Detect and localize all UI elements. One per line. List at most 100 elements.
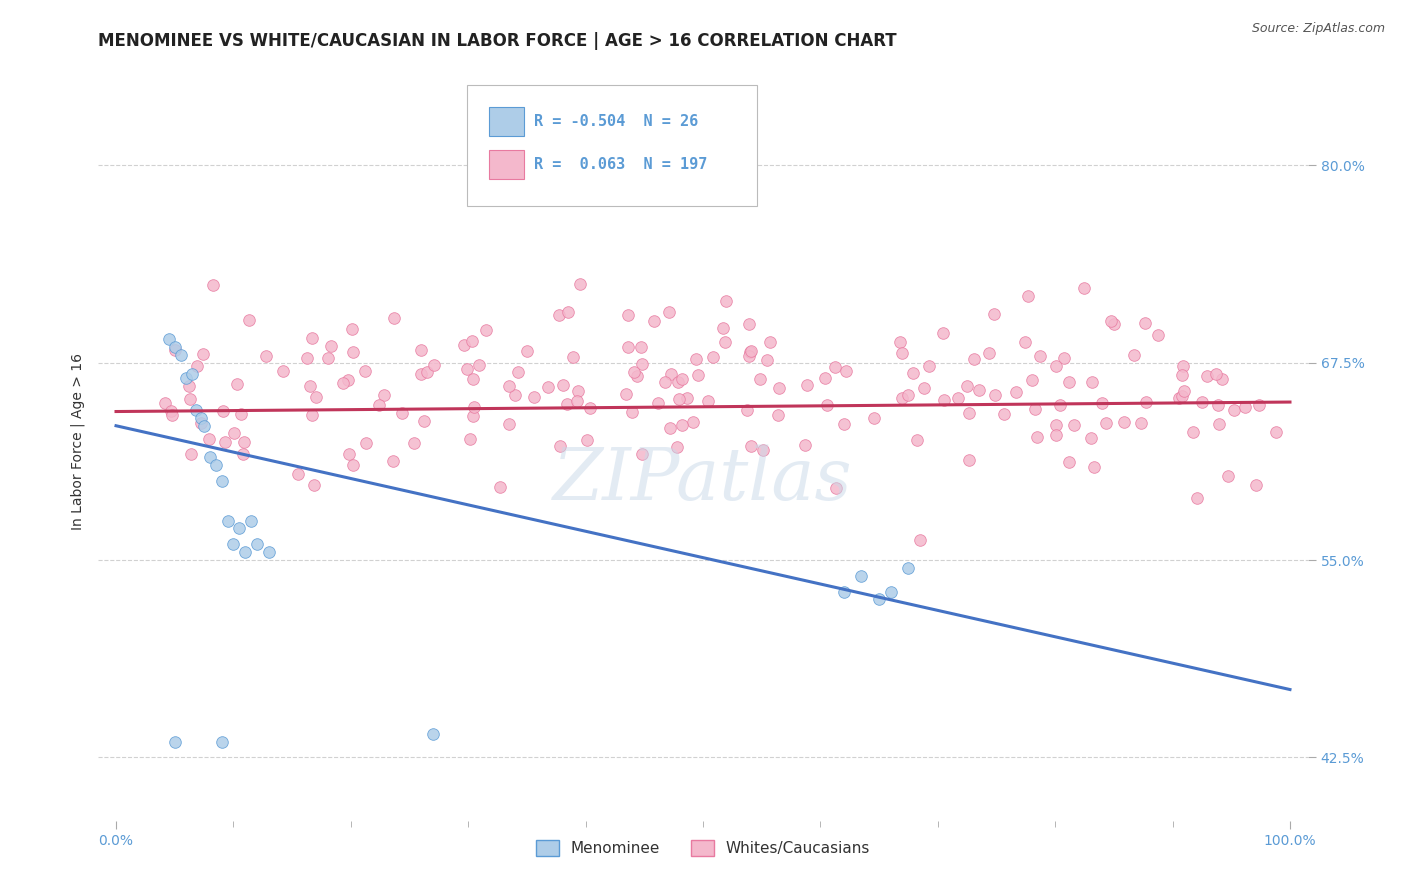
Point: [508, 365, 530, 379]
Point: [647, 396, 669, 410]
Point: [411, 343, 433, 358]
Point: [1135, 395, 1157, 409]
Point: [905, 433, 928, 447]
Point: [412, 414, 434, 428]
Point: [979, 346, 1001, 360]
Point: [163, 340, 186, 354]
Point: [696, 394, 718, 409]
Point: [863, 411, 886, 425]
Point: [461, 334, 484, 348]
Point: [983, 307, 1005, 321]
Point: [1181, 425, 1204, 440]
Point: [498, 379, 520, 393]
Point: [467, 358, 489, 372]
Point: [301, 408, 323, 422]
Point: [1187, 491, 1209, 506]
Point: [224, 426, 246, 441]
Point: [868, 592, 890, 607]
Point: [169, 348, 191, 362]
Point: [1133, 316, 1156, 330]
Point: [1014, 335, 1036, 350]
Point: [157, 332, 180, 346]
Point: [214, 434, 236, 449]
Point: [1223, 403, 1246, 417]
Point: [1171, 389, 1194, 403]
Point: [579, 401, 602, 415]
Point: [832, 584, 855, 599]
Point: [229, 407, 252, 421]
Point: [453, 338, 475, 352]
Point: [932, 393, 955, 408]
Point: [415, 365, 437, 379]
Point: [550, 439, 572, 453]
Point: [897, 561, 920, 575]
Point: [1173, 384, 1195, 399]
Point: [1218, 468, 1240, 483]
Point: [153, 396, 176, 410]
Point: [948, 391, 970, 405]
Point: [191, 346, 214, 360]
Point: [1130, 416, 1153, 430]
Point: [1091, 396, 1114, 410]
Point: [1053, 351, 1076, 366]
Point: [957, 452, 980, 467]
Point: [1049, 398, 1071, 412]
Point: [835, 364, 858, 378]
Point: [631, 357, 654, 371]
Point: [422, 727, 444, 741]
Point: [1004, 384, 1026, 399]
Point: [217, 514, 239, 528]
Point: [1026, 430, 1049, 444]
Point: [880, 584, 903, 599]
Point: [630, 340, 652, 354]
Point: [1171, 359, 1194, 374]
Text: R = -0.504  N = 26: R = -0.504 N = 26: [534, 114, 697, 129]
Point: [1191, 395, 1213, 409]
Point: [254, 349, 277, 363]
Point: [834, 417, 856, 431]
Y-axis label: In Labor Force | Age > 16: In Labor Force | Age > 16: [70, 353, 84, 530]
Point: [766, 408, 789, 422]
Point: [1249, 398, 1271, 412]
Point: [193, 418, 215, 433]
Point: [666, 375, 689, 389]
Point: [1099, 314, 1122, 328]
Point: [567, 393, 589, 408]
Point: [204, 458, 226, 473]
Point: [738, 344, 761, 359]
Point: [671, 371, 693, 385]
Point: [184, 403, 207, 417]
Point: [186, 359, 208, 374]
Point: [796, 378, 818, 392]
Point: [340, 322, 363, 336]
Point: [190, 417, 212, 431]
Point: [914, 381, 936, 395]
Point: [714, 334, 737, 349]
Point: [1195, 369, 1218, 384]
Point: [1112, 415, 1135, 429]
Point: [1081, 376, 1104, 390]
Point: [463, 400, 485, 414]
Point: [287, 467, 309, 482]
Point: [1244, 477, 1267, 491]
Point: [475, 323, 498, 337]
Point: [1024, 401, 1046, 416]
Point: [658, 305, 681, 319]
Point: [626, 369, 648, 384]
Point: [537, 380, 560, 394]
Point: [1057, 375, 1080, 389]
Point: [654, 375, 676, 389]
Point: [1171, 368, 1194, 383]
Point: [354, 364, 377, 378]
Point: [676, 391, 699, 405]
Point: [225, 377, 247, 392]
Point: [1057, 455, 1080, 469]
Point: [488, 480, 510, 494]
Point: [562, 350, 585, 364]
Point: [498, 417, 520, 431]
Point: [755, 352, 778, 367]
Point: [342, 345, 364, 359]
Point: [956, 379, 979, 393]
Point: [461, 409, 484, 424]
Text: MENOMINEE VS WHITE/CAUCASIAN IN LABOR FORCE | AGE > 16 CORRELATION CHART: MENOMINEE VS WHITE/CAUCASIAN IN LABOR FO…: [98, 32, 897, 50]
